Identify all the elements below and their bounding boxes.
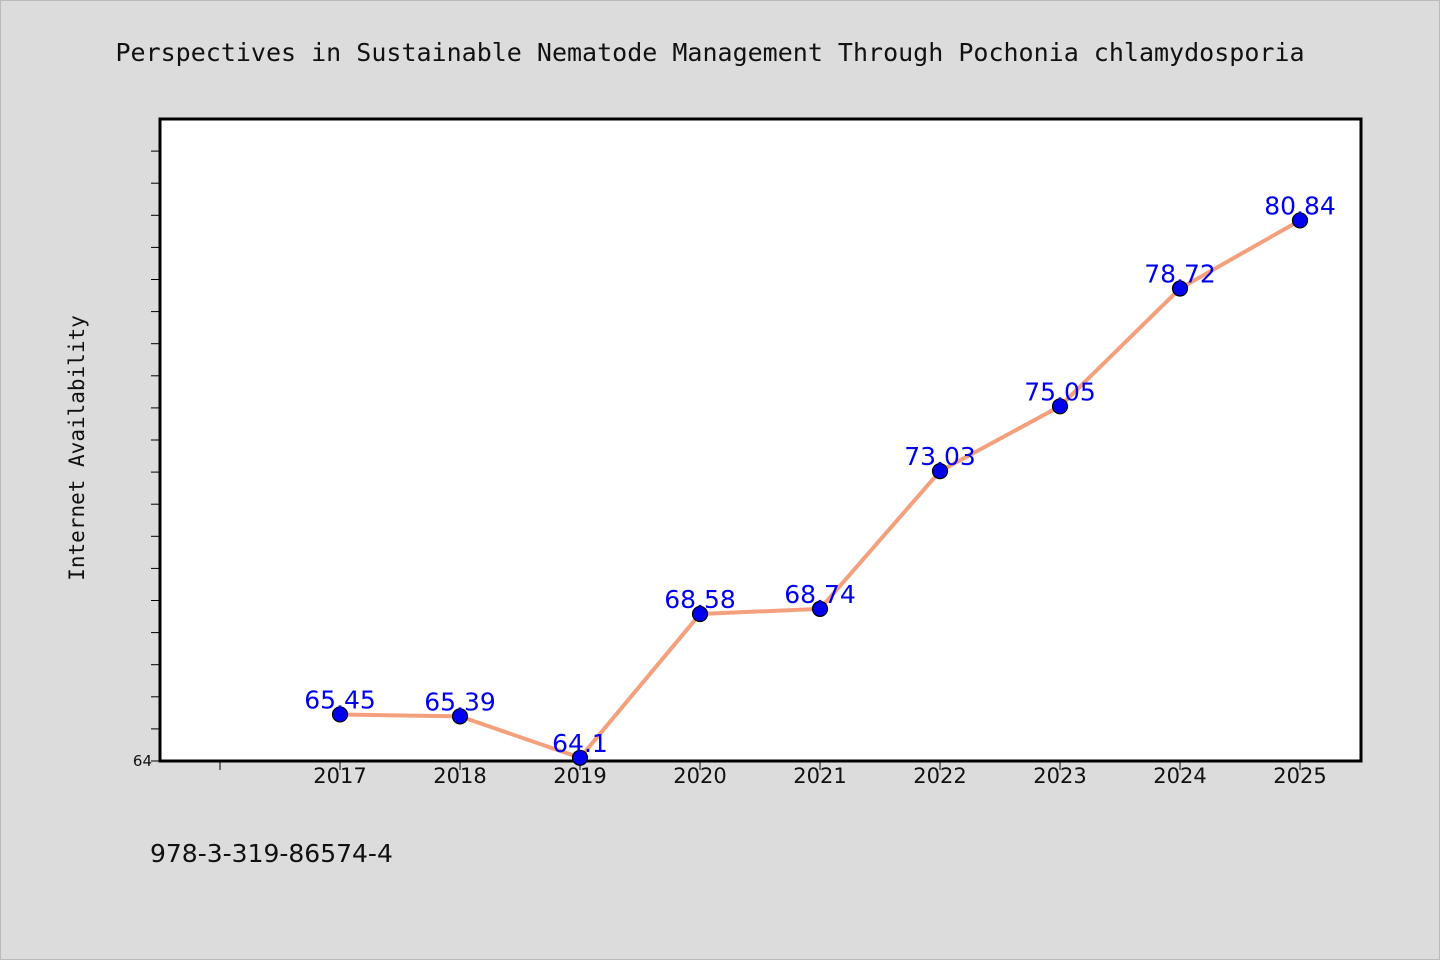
data-point	[931, 463, 949, 480]
y-tick-label: 64	[133, 752, 152, 770]
x-tick-label: 2024	[1153, 764, 1206, 788]
x-tick-label: 2023	[1033, 764, 1086, 788]
data-label: 73.03	[904, 442, 976, 471]
plot-area	[158, 117, 1363, 763]
x-tick-label: 2019	[553, 764, 606, 788]
data-label: 78.72	[1144, 259, 1216, 288]
chart-title: Perspectives in Sustainable Nematode Man…	[115, 38, 1304, 67]
data-label: 65.39	[424, 687, 496, 716]
x-tick-label: 2021	[793, 764, 846, 788]
data-label: 68.58	[664, 585, 736, 614]
x-tick-label: 2017	[313, 764, 366, 788]
data-point	[571, 749, 589, 766]
data-point	[1291, 212, 1309, 229]
series-markers	[331, 212, 1309, 766]
data-labels: 65.45 65.39 64.1 68.58 68.74 73.03 75.05 78.72 8…	[304, 191, 1336, 757]
data-point	[331, 706, 349, 723]
data-point	[1171, 280, 1189, 297]
y-axis-label: Internet Availability	[65, 315, 89, 581]
x-tick-label: 2020	[673, 764, 726, 788]
data-point	[1051, 398, 1069, 415]
data-label: 65.45	[304, 685, 376, 714]
data-point	[451, 708, 469, 725]
data-label: 68.74	[784, 580, 856, 609]
data-label: 80.84	[1264, 191, 1336, 220]
data-label: 64.1	[552, 729, 608, 758]
x-axis-tick-labels: 2017 2018 2019 2020 2021 2022 2023 2024 2025	[313, 764, 1326, 788]
data-label: 75.05	[1024, 377, 1096, 406]
y-axis-ticks	[151, 150, 160, 762]
x-tick-label: 2025	[1273, 764, 1326, 788]
data-point	[691, 605, 709, 623]
x-tick-label: 2018	[433, 764, 486, 788]
isbn-footer: 978-3-319-86574-4	[150, 839, 393, 868]
data-point	[811, 600, 829, 617]
x-tick-label: 2022	[913, 764, 966, 788]
